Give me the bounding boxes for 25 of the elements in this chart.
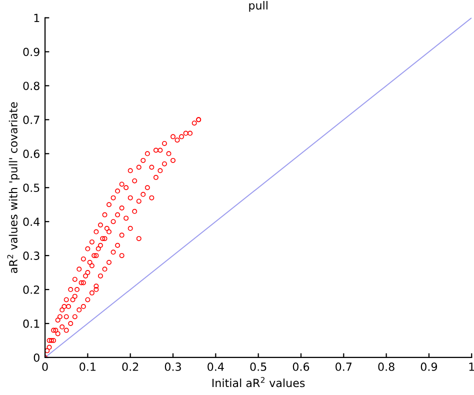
y-tick-label: 1 [34, 14, 40, 22]
y-tick-label: 0.3 [23, 252, 40, 260]
x-tick-label: 1 [469, 362, 474, 371]
x-tick-label: 0.9 [420, 362, 438, 371]
y-tick-label: 0.4 [23, 218, 40, 226]
y-tick-label: 0.6 [23, 150, 40, 158]
chart-title: pull [249, 1, 268, 12]
y-tick-label: 0 [34, 353, 40, 362]
x-tick-label: 0.6 [292, 362, 310, 371]
y-tick-label: 0.5 [23, 184, 40, 192]
y-tick-label: 0.9 [23, 48, 40, 56]
x-tick-label: 0.2 [122, 362, 138, 371]
x-tick-label: 0 [42, 362, 48, 371]
y-axis-title: aR$^{2}$ values with 'pull' covariate [7, 102, 20, 274]
x-tick-label: 0.1 [80, 362, 96, 371]
x-tick-label: 0.5 [250, 362, 266, 371]
x-tick-label: 0.3 [164, 362, 181, 371]
x-tick-label: 0.8 [378, 362, 394, 371]
x-tick-label: 0.4 [208, 362, 224, 371]
y-tick-label: 0.7 [23, 116, 40, 124]
y-tick-label: 0.8 [23, 82, 40, 90]
y-tick-label: 0.1 [23, 319, 40, 328]
y-tick-label: 0.2 [23, 286, 40, 294]
x-axis-title: Initial aR$^{2}$ values [212, 376, 305, 388]
x-tick-label: 0.7 [336, 362, 352, 371]
